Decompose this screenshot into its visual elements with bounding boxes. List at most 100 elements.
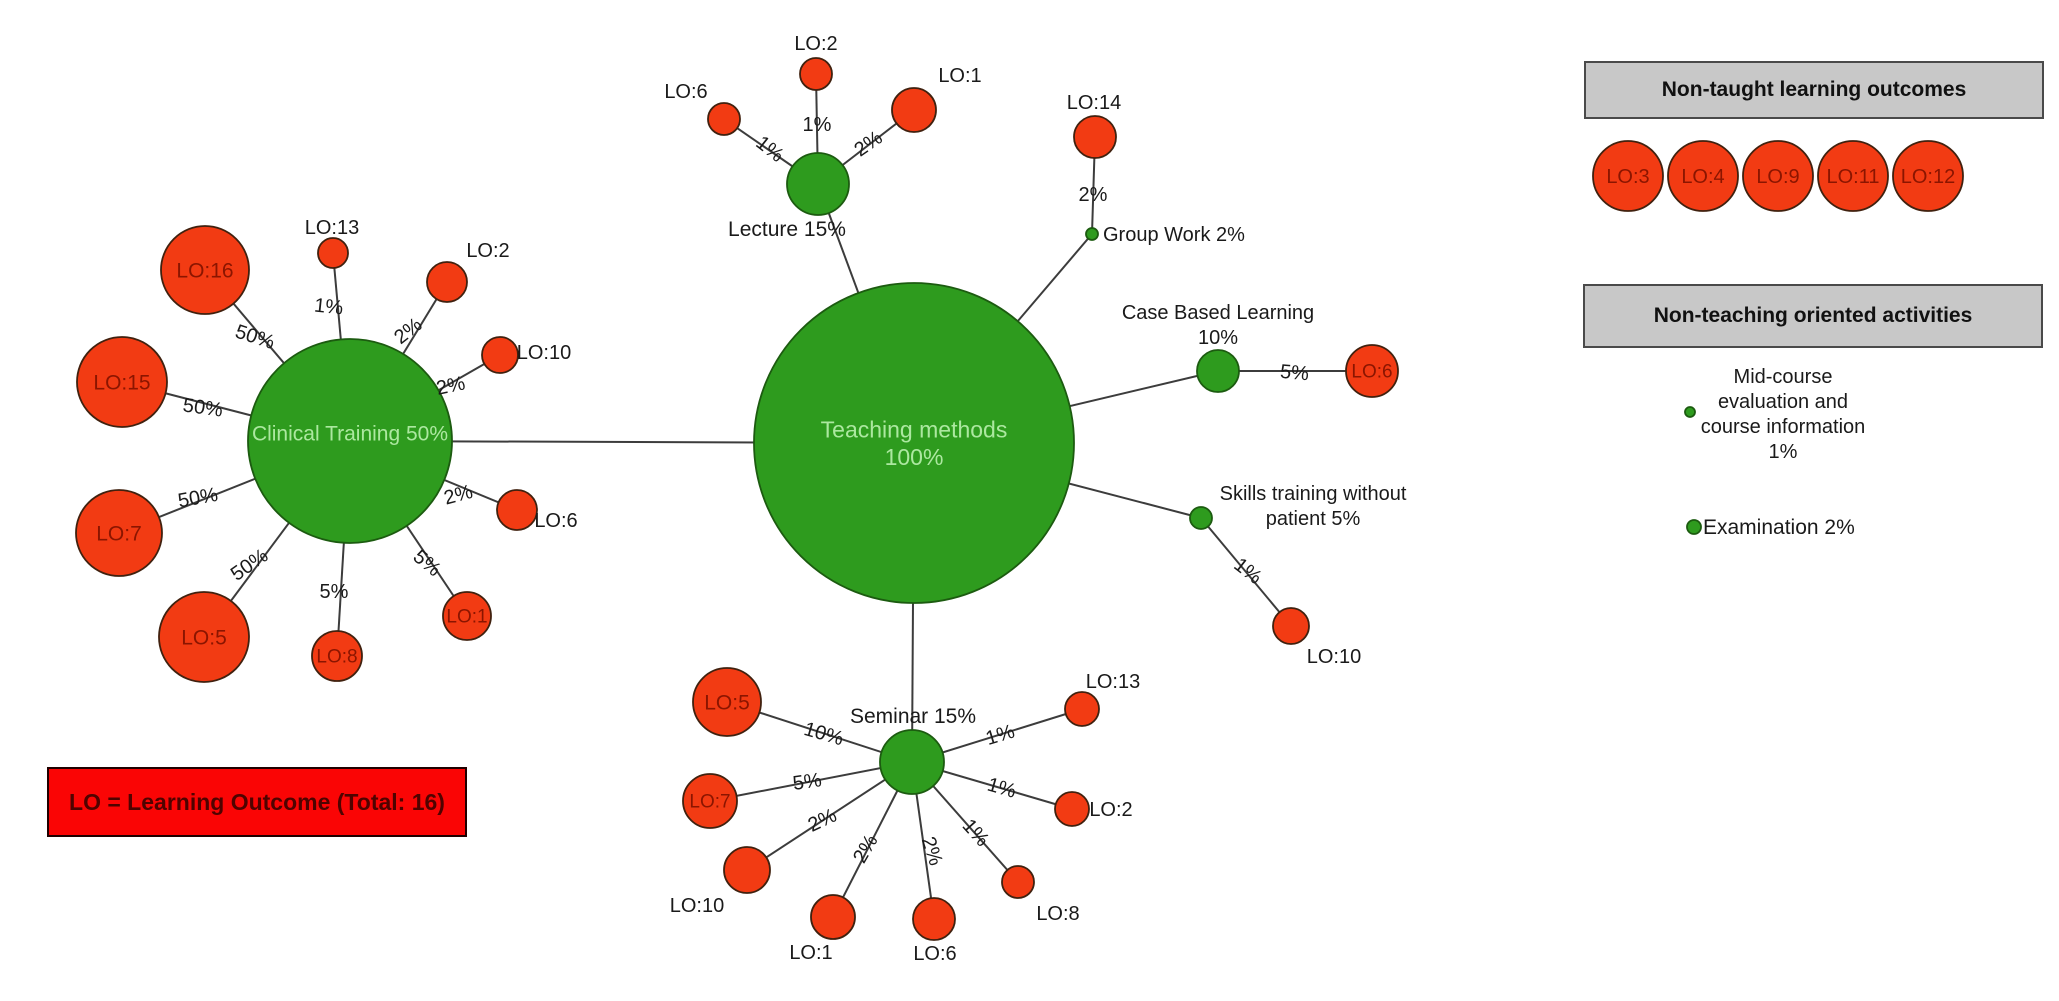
- node-leg_lo4: [1667, 140, 1739, 212]
- node-skills: [1189, 506, 1213, 530]
- node-label-leg_lo9: LO:9: [1756, 166, 1799, 188]
- node-label-cl_lo16: LO:16: [176, 259, 233, 282]
- edge-label-seminar-sem_lo1: 2%: [849, 831, 883, 867]
- node-skl_lo10: [1272, 607, 1310, 645]
- node-leg_lo3: [1592, 140, 1664, 212]
- edge-label-cbl-cbl_lo6: 5%: [1279, 361, 1310, 385]
- node-label-groupwork: Group Work 2%: [1103, 224, 1245, 246]
- node-label-skills: Skills training without: [1220, 483, 1407, 505]
- edge-label-seminar-sem_lo10: 2%: [805, 804, 841, 836]
- node-sem_lo8: [1001, 865, 1035, 899]
- node-cl_lo6: [496, 489, 538, 531]
- edge-label-clinical-cl_lo16: 50%: [232, 321, 277, 354]
- edge-label-groupwork-lo14: 2%: [1079, 184, 1108, 206]
- node-label-cl_lo5: LO:5: [181, 626, 227, 649]
- node-label-lecture: Lecture 15%: [728, 218, 846, 241]
- node-clinical: [247, 338, 453, 544]
- lo-key-note-text: LO = Learning Outcome (Total: 16): [69, 788, 445, 815]
- node-label-sem_lo10: LO:10: [670, 895, 724, 917]
- node-label-lec_lo6: LO:6: [664, 81, 707, 103]
- node-label-skills: patient 5%: [1266, 508, 1361, 530]
- node-lec_lo1: [891, 87, 937, 133]
- edge-label-clinical-cl_lo2: 2%: [390, 314, 426, 349]
- node-label-teaching: Teaching methods: [821, 416, 1008, 442]
- edge-label-seminar-sem_lo5: 10%: [801, 718, 846, 750]
- node-cl_lo13: [317, 237, 349, 269]
- edge-label-seminar-sem_lo13: 1%: [983, 720, 1017, 750]
- edge-seminar-sem_lo7: [709, 761, 913, 802]
- node-label-lec_lo1: LO:1: [938, 65, 981, 87]
- legend-non-taught-header: Non-taught learning outcomes: [1584, 61, 2044, 119]
- node-lec_lo2: [799, 57, 833, 91]
- edge-label-clinical-cl_lo6: 2%: [442, 481, 476, 510]
- lo-key-note: LO = Learning Outcome (Total: 16): [47, 767, 467, 837]
- node-sem_lo13: [1064, 691, 1100, 727]
- node-leg_lo9: [1742, 140, 1814, 212]
- node-label-cl_lo13: LO:13: [305, 217, 359, 239]
- node-sem_lo5: [692, 667, 762, 737]
- edge-label-clinical-cl_lo15: 50%: [181, 394, 224, 421]
- node-label-cbl: 10%: [1198, 327, 1238, 349]
- node-teaching: [753, 282, 1075, 604]
- node-cl_lo15: [76, 336, 168, 428]
- node-lecture: [786, 152, 850, 216]
- node-cl_lo2: [426, 261, 468, 303]
- edge-label-lecture-lec_lo1: 2%: [850, 127, 886, 162]
- node-seminar: [879, 729, 945, 795]
- node-cbl_lo6: [1345, 344, 1399, 398]
- node-label-cl_lo15: LO:15: [93, 371, 150, 394]
- legend-non-teaching-header: Non-teaching oriented activities: [1583, 284, 2043, 348]
- node-label-cl_lo8: LO:8: [316, 647, 357, 668]
- node-label-leg_lo4: LO:4: [1681, 166, 1724, 188]
- node-label-act_mid: course information: [1701, 416, 1866, 438]
- node-label-sem_lo8: LO:8: [1036, 903, 1079, 925]
- node-label-clinical: Clinical Training 50%: [252, 422, 448, 445]
- node-label-sem_lo2: LO:2: [1089, 799, 1132, 821]
- node-label-sem_lo6: LO:6: [913, 943, 956, 965]
- node-sem_lo10: [723, 846, 771, 894]
- edge-label-clinical-cl_lo8: 5%: [320, 581, 349, 603]
- node-label-lo14: LO:14: [1067, 92, 1121, 114]
- node-label-leg_lo3: LO:3: [1606, 166, 1649, 188]
- legend-non-teaching-title: Non-teaching oriented activities: [1653, 304, 1973, 327]
- node-label-cl_lo1: LO:1: [446, 607, 487, 628]
- node-label-skl_lo10: LO:10: [1307, 646, 1361, 668]
- node-label-cl_lo6: LO:6: [534, 510, 577, 532]
- node-sem_lo1: [810, 894, 856, 940]
- node-cl_lo8: [311, 630, 363, 682]
- node-lo14: [1073, 115, 1117, 159]
- node-label-cl_lo10: LO:10: [517, 342, 571, 364]
- edge-label-clinical-cl_lo5: 50%: [227, 544, 273, 585]
- node-label-act_mid: evaluation and: [1718, 391, 1848, 413]
- edge-label-clinical-cl_lo7: 50%: [176, 484, 219, 513]
- node-label-cbl_lo6: LO:6: [1351, 362, 1392, 383]
- node-label-cbl: Case Based Learning: [1122, 302, 1314, 324]
- edge-label-seminar-sem_lo6: 2%: [917, 834, 947, 868]
- node-cbl: [1196, 349, 1240, 393]
- node-act_exam: [1686, 519, 1702, 535]
- edge-label-lecture-lec_lo6: 1%: [752, 132, 788, 167]
- edge-label-clinical-cl_lo10: 2%: [434, 372, 467, 400]
- node-cl_lo1: [442, 591, 492, 641]
- node-label-teaching: 100%: [885, 444, 944, 470]
- edge-label-seminar-sem_lo2: 1%: [985, 774, 1019, 803]
- node-label-leg_lo11: LO:11: [1827, 166, 1880, 188]
- node-sem_lo7: [682, 773, 738, 829]
- node-label-act_exam: Examination 2%: [1703, 516, 1855, 539]
- node-label-sem_lo7: LO:7: [689, 792, 730, 813]
- edge-skills-skl_lo10: [1200, 517, 1292, 627]
- node-leg_lo11: [1817, 140, 1889, 212]
- node-cl_lo7: [75, 489, 163, 577]
- node-sem_lo6: [912, 897, 956, 941]
- node-label-cl_lo2: LO:2: [466, 240, 509, 262]
- node-label-lec_lo2: LO:2: [794, 33, 837, 55]
- node-cl_lo16: [160, 225, 250, 315]
- node-groupwork: [1085, 227, 1099, 241]
- edge-label-lecture-lec_lo2: 1%: [803, 114, 832, 136]
- node-label-sem_lo13: LO:13: [1086, 671, 1140, 693]
- node-label-cl_lo7: LO:7: [96, 522, 142, 545]
- node-cl_lo10: [481, 336, 519, 374]
- node-lec_lo6: [707, 102, 741, 136]
